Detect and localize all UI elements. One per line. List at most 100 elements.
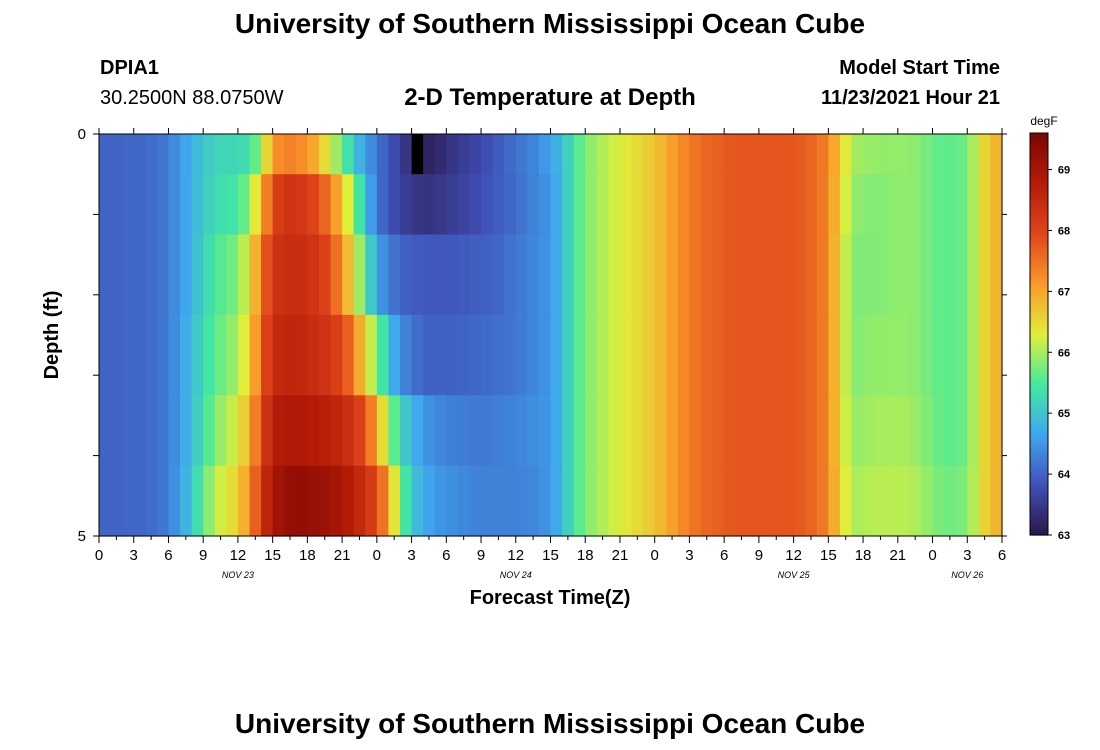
heatmap-cell [365, 465, 378, 537]
heatmap-cell [191, 465, 204, 537]
heatmap-cell [805, 314, 818, 396]
heatmap-cell [457, 234, 471, 316]
heatmap-cell [122, 395, 135, 467]
heatmap-cell [99, 134, 112, 175]
heatmap-cell [851, 234, 864, 316]
heatmap-cell [156, 174, 170, 236]
heatmap-cell [423, 314, 436, 396]
heatmap-cell [446, 174, 459, 236]
heatmap-cell [423, 234, 436, 316]
heatmap-cell [944, 314, 957, 396]
heatmap-cell [643, 234, 656, 316]
heatmap-cell [122, 465, 135, 537]
colorbar-segment [1030, 528, 1048, 533]
heatmap-cell [585, 174, 598, 236]
station-id: DPIA1 [100, 57, 159, 79]
heatmap-cell [932, 134, 945, 175]
heatmap-cell [747, 395, 760, 467]
colorbar-segment [1030, 233, 1048, 238]
heatmap-cell [122, 134, 135, 175]
heatmap-cell [446, 134, 459, 175]
heatmap-cells [99, 134, 1003, 537]
heatmap-cell [666, 395, 679, 467]
heatmap-cell [226, 134, 239, 175]
heatmap-cell [99, 174, 112, 236]
heatmap-cell [237, 234, 251, 316]
heatmap-cell [423, 465, 436, 537]
heatmap-cell [538, 395, 552, 467]
colorbar-segment [1030, 189, 1048, 194]
heatmap-cell [573, 314, 586, 396]
heatmap-cell [619, 234, 633, 316]
colorbar-segment [1030, 344, 1048, 348]
heatmap-cell [839, 465, 853, 537]
colorbar-segment [1030, 293, 1048, 298]
heatmap-cell [724, 134, 737, 175]
heatmap-cell [180, 314, 193, 396]
colorbar-segment [1030, 230, 1048, 235]
heatmap-cell [863, 234, 876, 316]
colorbar-segment [1030, 176, 1048, 181]
heatmap-cell [851, 134, 864, 175]
x-tick-label: 3 [130, 547, 138, 564]
heatmap-cell [272, 465, 285, 537]
heatmap-cell [191, 174, 204, 236]
heatmap-cell [677, 395, 691, 467]
heatmap-cell [770, 234, 783, 316]
heatmap-cell [527, 174, 540, 236]
colorbar-segment [1030, 417, 1048, 422]
colorbar-segment [1030, 159, 1048, 164]
colorbar-tick-label: 68 [1058, 225, 1070, 237]
heatmap-cell [770, 465, 783, 537]
colorbar-segment [1030, 300, 1048, 305]
colorbar-segment [1030, 508, 1048, 513]
colorbar-segment [1030, 501, 1048, 506]
x-tick-label: 6 [164, 547, 172, 564]
heatmap-cell [330, 465, 343, 537]
heatmap-cell [851, 395, 864, 467]
heatmap-cell [886, 134, 899, 175]
heatmap-cell [191, 134, 204, 175]
colorbar-segment [1030, 431, 1048, 436]
heatmap-cell [909, 395, 922, 467]
x-tick-label: 6 [442, 547, 450, 564]
heatmap-cell [920, 465, 934, 537]
heatmap-cell [747, 174, 760, 236]
heatmap-cell [631, 234, 644, 316]
heatmap-cell [689, 465, 702, 537]
heatmap-cell [145, 134, 158, 175]
x-axis: 0 3 6 9 12 15 18 21 0 3 6 9 12 15 18 21 0 3 6 9 12 15 18 21 0 3 6 N… [95, 128, 1006, 580]
x-tick-label: 15 [820, 547, 837, 564]
heatmap-cell [434, 465, 447, 537]
heatmap-cell [619, 134, 633, 175]
heatmap-cell [816, 314, 829, 396]
heatmap-cell [330, 234, 343, 316]
x-tick-label: 9 [199, 547, 207, 564]
heatmap-cell [643, 465, 656, 537]
heatmap-cell [99, 234, 112, 316]
x-tick-label: 21 [334, 547, 351, 564]
heatmap-cell [978, 314, 992, 396]
heatmap-cell [156, 314, 170, 396]
heatmap-cell [701, 234, 714, 316]
heatmap-cell [643, 314, 656, 396]
heatmap-cell [643, 395, 656, 467]
heatmap-cell [110, 174, 123, 236]
heatmap-cell [388, 174, 401, 236]
heatmap-cell [666, 134, 679, 175]
heatmap-cell [272, 395, 285, 467]
colorbar-segment [1030, 504, 1048, 509]
heatmap-cell [689, 234, 702, 316]
x-tick-label: 18 [299, 547, 316, 564]
model-start-value: 11/23/2021 Hour 21 [820, 87, 1000, 109]
heatmap-cell [295, 395, 308, 467]
heatmap-cell [585, 134, 598, 175]
heatmap-cell [712, 465, 725, 537]
heatmap-cell [735, 134, 748, 175]
heatmap-cell [839, 314, 853, 396]
heatmap-cell [457, 465, 471, 537]
heatmap-cell [122, 314, 135, 396]
heatmap-cell [203, 234, 216, 316]
heatmap-cell [527, 395, 540, 467]
heatmap-cell [133, 465, 146, 537]
